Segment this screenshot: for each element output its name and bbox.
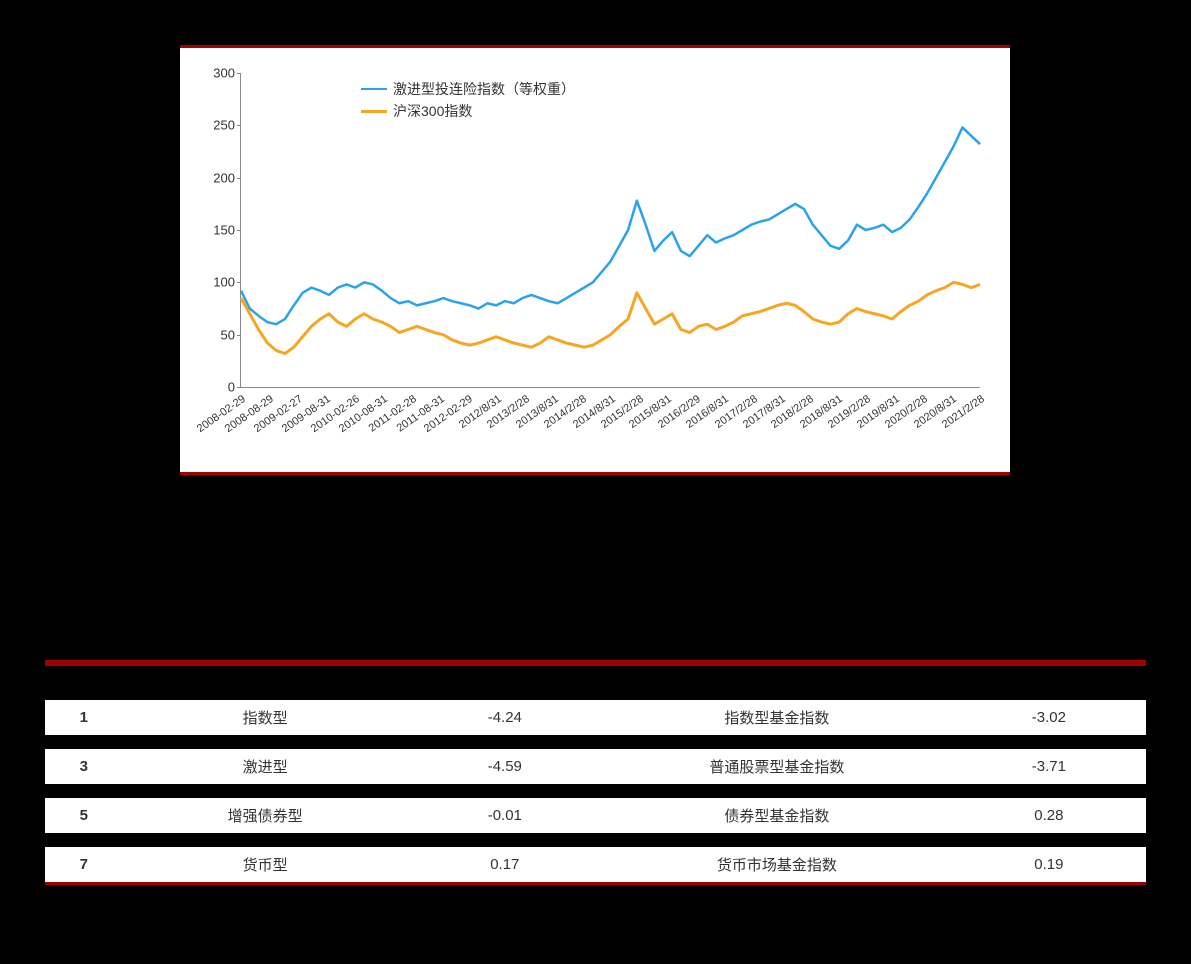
table-cell: 0.17 [408,847,602,882]
table-row: 5增强债券型-0.01债券型基金指数0.28 [45,798,1146,833]
table-cell: 货币市场基金指数 [602,847,952,882]
table-cell [45,735,123,749]
table-cell [952,784,1146,798]
table-cell [123,784,408,798]
y-tick-mark [237,335,241,336]
y-tick-label: 50 [221,327,235,342]
table-body: 1指数型-4.24指数型基金指数-3.02 3激进型-4.59普通股票型基金指数-… [45,700,1146,882]
y-tick-mark [237,230,241,231]
table-cell: 债券型基金指数 [602,798,952,833]
table-cell [123,833,408,847]
table-cell: 5 [45,798,123,833]
table-cell [123,735,408,749]
table-cell: -4.24 [408,700,602,735]
table-cell: 激进型 [123,749,408,784]
table-header-cell [45,666,123,700]
table-cell: 增强债券型 [123,798,408,833]
table-row: 7货币型0.17货币市场基金指数0.19 [45,847,1146,882]
table-cell [952,735,1146,749]
table-cell: 普通股票型基金指数 [602,749,952,784]
table-cell [45,784,123,798]
table-header-row [45,666,1146,700]
table-row [45,735,1146,749]
chart-plot-area: 激进型投连险指数（等权重）沪深300指数 0501001502002503002… [240,73,980,388]
table-cell: 7 [45,847,123,882]
y-tick-label: 300 [213,66,235,81]
table-cell [952,833,1146,847]
series-line [241,282,980,353]
y-tick-mark [237,178,241,179]
series-line [241,127,980,324]
y-tick-label: 100 [213,275,235,290]
table-cell [45,833,123,847]
table-cell: 0.28 [952,798,1146,833]
table-row: 3激进型-4.59普通股票型基金指数-3.71 [45,749,1146,784]
table-cell: 货币型 [123,847,408,882]
table-row: 1指数型-4.24指数型基金指数-3.02 [45,700,1146,735]
table-cell [408,833,602,847]
y-tick-mark [237,125,241,126]
table-cell: 指数型基金指数 [602,700,952,735]
table-cell: -0.01 [408,798,602,833]
table-row [45,833,1146,847]
table-header-cell [123,666,408,700]
table-header-cell [602,666,952,700]
table-cell [602,833,952,847]
y-tick-label: 200 [213,170,235,185]
table-cell: 3 [45,749,123,784]
y-tick-label: 250 [213,118,235,133]
chart-lines-svg [241,73,980,387]
table-row [45,784,1146,798]
y-tick-label: 150 [213,223,235,238]
returns-table-container: 1指数型-4.24指数型基金指数-3.02 3激进型-4.59普通股票型基金指数-… [45,660,1146,885]
y-tick-mark [237,387,241,388]
table-cell [408,784,602,798]
table-cell: -3.71 [952,749,1146,784]
table-cell: -4.59 [408,749,602,784]
index-line-chart: 激进型投连险指数（等权重）沪深300指数 0501001502002503002… [180,45,1010,475]
table-header-cell [952,666,1146,700]
y-tick-label: 0 [228,380,235,395]
table-bottom-rule [45,882,1146,885]
y-tick-mark [237,73,241,74]
table-cell: -3.02 [952,700,1146,735]
table-cell: 0.19 [952,847,1146,882]
table-cell: 1 [45,700,123,735]
y-tick-mark [237,282,241,283]
table-cell [408,735,602,749]
table-cell [602,784,952,798]
table-cell: 指数型 [123,700,408,735]
table-cell [602,735,952,749]
table-header-cell [408,666,602,700]
returns-table: 1指数型-4.24指数型基金指数-3.02 3激进型-4.59普通股票型基金指数-… [45,666,1146,882]
